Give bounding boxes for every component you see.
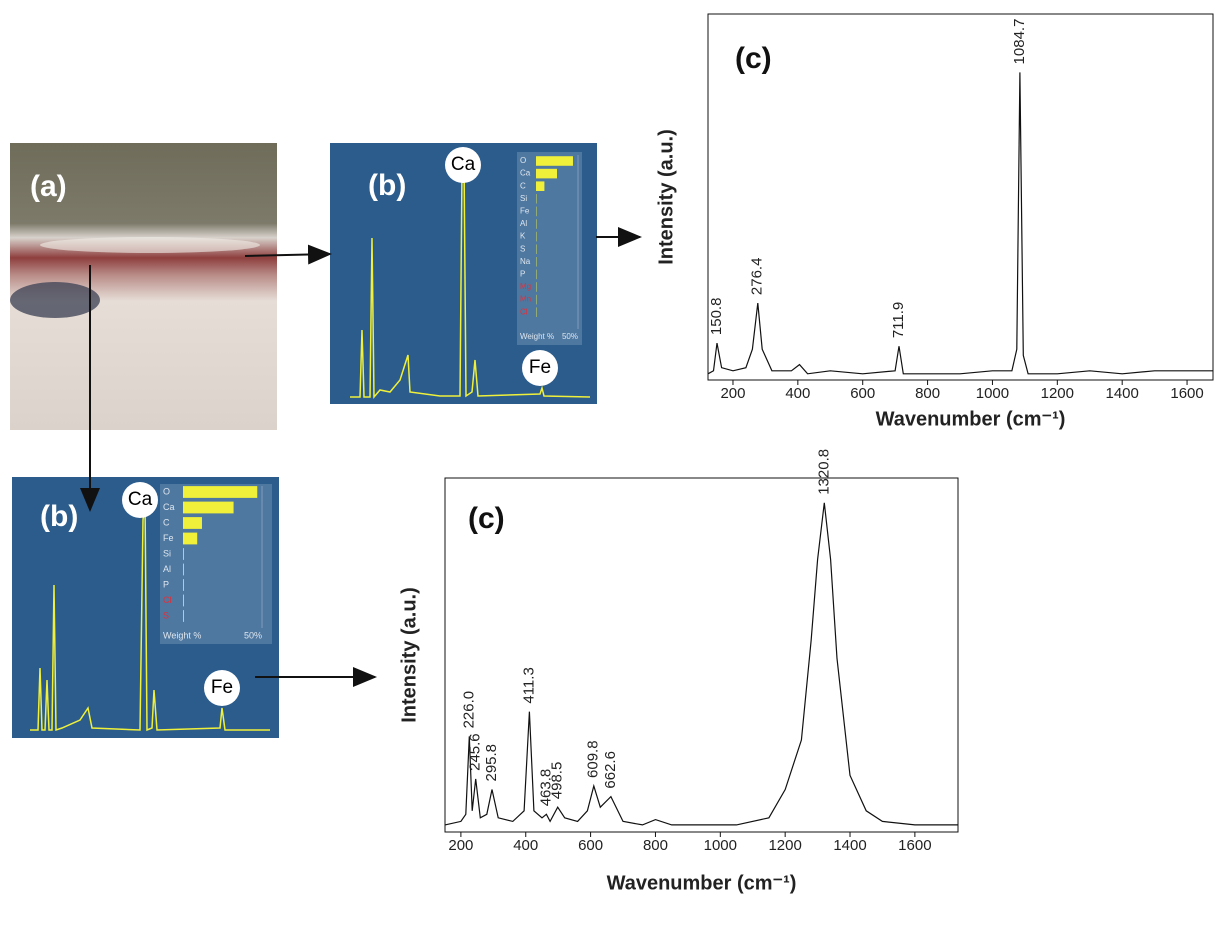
- peak-annotation: 245.6: [467, 733, 484, 771]
- x-tick-label: 1400: [1105, 385, 1138, 402]
- peak-label: Fe: [529, 357, 551, 378]
- bar: [183, 563, 184, 576]
- category-label: Ca: [163, 502, 175, 512]
- category-label: Fe: [163, 533, 174, 543]
- category-label: O: [163, 486, 170, 496]
- y-axis-label: Intensity (a.u.): [655, 129, 677, 265]
- peak-label: Fe: [211, 677, 233, 698]
- category-label: S: [520, 244, 525, 253]
- peak-annotation: 498.5: [549, 762, 566, 800]
- category-label: P: [163, 579, 169, 589]
- x-tick-label: 50%: [244, 630, 262, 640]
- x-tick-label: 1000: [976, 385, 1009, 402]
- category-label: O: [520, 156, 526, 165]
- white-layer: [40, 237, 260, 253]
- category-label: Cl: [520, 307, 528, 316]
- peak-annotation: 226.0: [460, 691, 477, 729]
- plot-frame: [444, 477, 959, 833]
- peak-annotation: 276.4: [749, 258, 766, 296]
- bar: [183, 486, 258, 498]
- x-tick-label: 1000: [704, 837, 737, 854]
- x-tick-label: 1200: [768, 837, 801, 854]
- x-tick-label: 400: [513, 837, 538, 854]
- peak-label: Ca: [451, 154, 476, 175]
- peak-annotation: 150.8: [708, 298, 725, 336]
- dark-region: [10, 282, 100, 318]
- category-label: Mg: [520, 282, 531, 291]
- plot-frame: [707, 13, 1214, 381]
- bar: [183, 548, 184, 560]
- x-tick-label: 1600: [898, 837, 931, 854]
- category-label: P: [520, 270, 525, 279]
- category-label: S: [163, 610, 169, 620]
- category-label: Al: [163, 564, 171, 574]
- x-tick-label: 400: [785, 385, 810, 402]
- category-label: K: [520, 232, 526, 241]
- x-tick-label: 1200: [1041, 385, 1074, 402]
- category-label: Al: [520, 219, 527, 228]
- category-label: C: [520, 181, 526, 190]
- peak-badge: [445, 147, 481, 183]
- category-label: Mn: [520, 295, 531, 304]
- arrows: [80, 227, 642, 687]
- bar: [536, 181, 545, 191]
- x-tick-label: 800: [915, 385, 940, 402]
- arrow: [244, 244, 332, 265]
- x-tick-label: 200: [448, 837, 473, 854]
- x-tick-label: 1600: [1170, 385, 1203, 402]
- category-label: Na: [520, 257, 531, 266]
- x-axis-label: Wavenumber (cm⁻¹): [876, 408, 1066, 430]
- spectrum-line: [444, 502, 958, 826]
- peak-label: Ca: [128, 489, 153, 510]
- x-tick-label: 200: [720, 385, 745, 402]
- bar: [183, 517, 202, 529]
- panel-label: (b): [40, 500, 78, 533]
- bar: [183, 610, 184, 622]
- category-label: Si: [520, 194, 527, 203]
- peak-annotation: 711.9: [890, 302, 907, 338]
- peak-badge: [204, 670, 240, 706]
- bar: [183, 579, 184, 591]
- category-label: Cl: [163, 595, 172, 605]
- x-tick-label: 1400: [833, 837, 866, 854]
- peak-badge: [522, 350, 558, 386]
- peak-annotation: 463.8: [537, 769, 554, 807]
- peak-annotation: 1320.8: [815, 449, 832, 495]
- eds-spectrum: [30, 499, 270, 732]
- eds-spectrum: [350, 159, 591, 399]
- category-label: C: [163, 517, 170, 527]
- peak-annotation: 662.6: [602, 751, 619, 789]
- panel-label: (b): [368, 169, 406, 202]
- peak-annotation: 411.3: [520, 667, 537, 703]
- peak-annotation: 1084.7: [1011, 19, 1028, 65]
- bar: [536, 168, 557, 179]
- panel-label: (a): [30, 170, 67, 203]
- x-axis-label: Weight %: [163, 630, 201, 640]
- bar: [536, 156, 573, 166]
- photo-panel: (a): [10, 143, 277, 430]
- panel-label: (c): [468, 502, 505, 535]
- bar: [183, 594, 184, 607]
- x-tick-label: 600: [850, 385, 875, 402]
- peak-annotation: 609.8: [585, 740, 602, 778]
- panel-label: (c): [735, 42, 772, 75]
- category-label: Si: [163, 548, 171, 558]
- category-label: Ca: [520, 169, 531, 178]
- peak-annotation: 295.8: [483, 744, 500, 782]
- spectrum-line: [707, 72, 1213, 375]
- bar: [183, 501, 234, 514]
- x-tick-label: 600: [578, 837, 603, 854]
- legend-box: [517, 152, 582, 345]
- peak-badge: [122, 482, 158, 518]
- category-label: Fe: [520, 207, 530, 216]
- x-tick-label: 800: [643, 837, 668, 854]
- x-axis-label: Weight %: [520, 332, 554, 341]
- bar: [183, 532, 198, 545]
- x-axis-label: Wavenumber (cm⁻¹): [607, 872, 797, 894]
- x-tick-label: 50%: [562, 332, 578, 341]
- y-axis-label: Intensity (a.u.): [398, 587, 420, 723]
